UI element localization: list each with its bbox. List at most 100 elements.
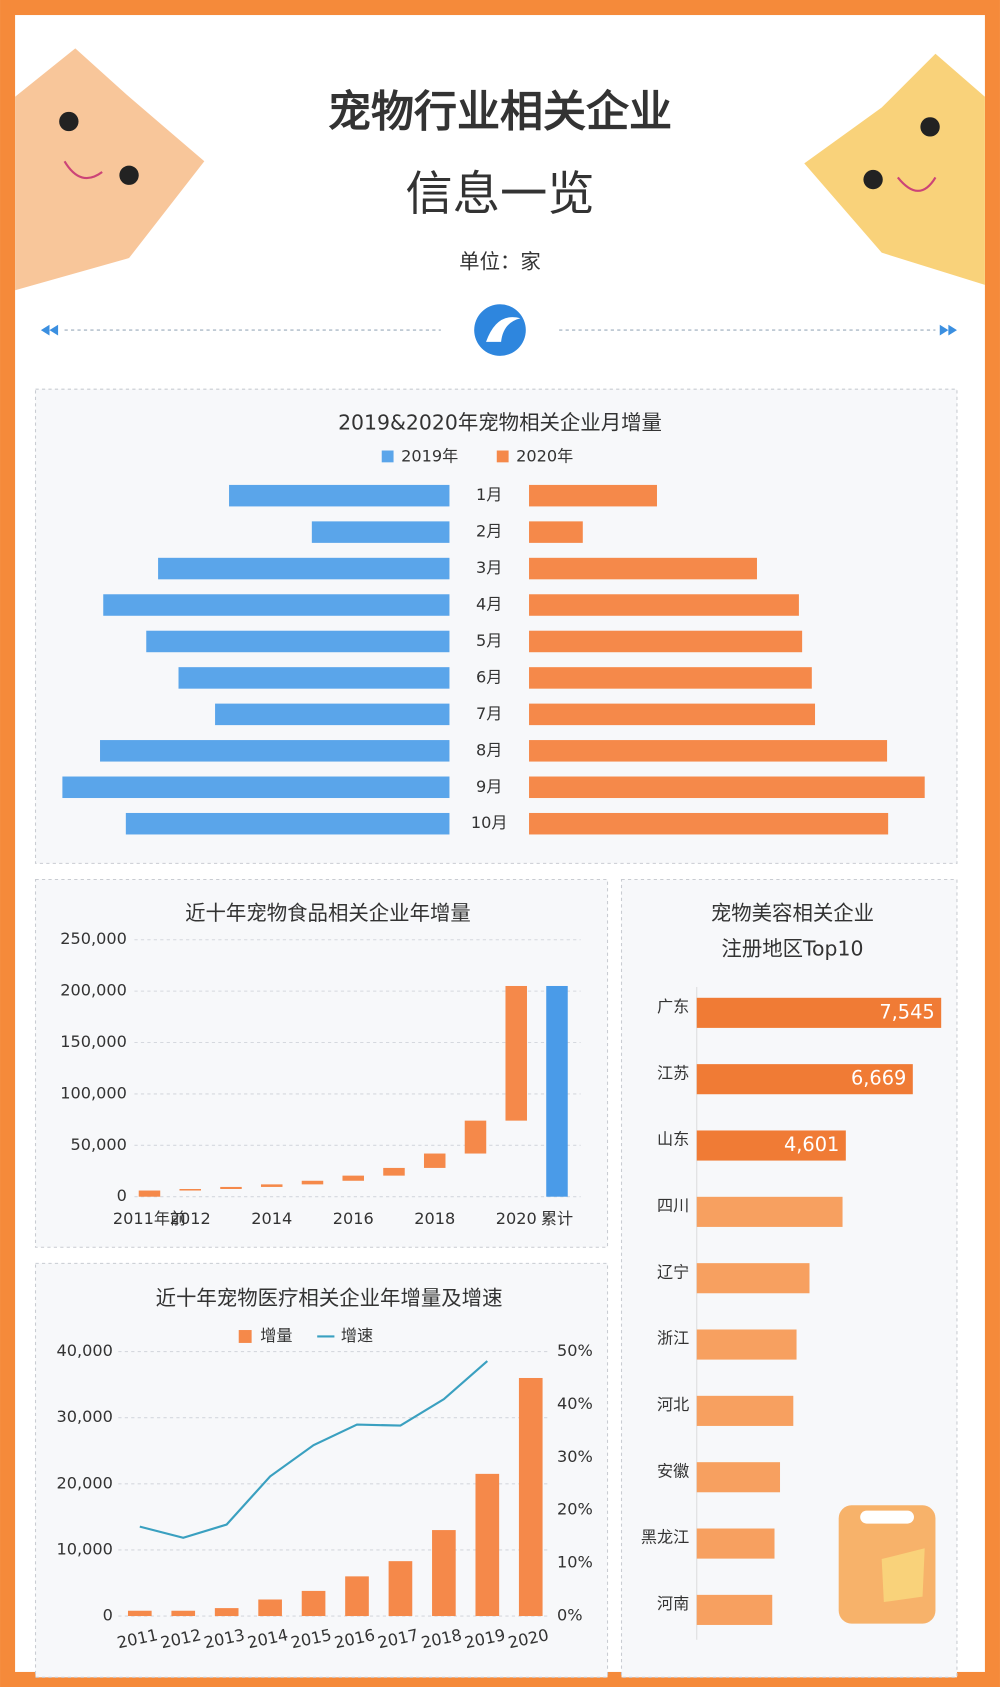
bar [388, 1561, 413, 1617]
bar [103, 594, 450, 616]
y2-tick-label: 40% [557, 1394, 593, 1413]
bar [529, 703, 816, 726]
bar [125, 812, 450, 835]
bar [696, 1263, 810, 1294]
bar [171, 1610, 196, 1617]
bar [696, 1594, 773, 1625]
bar [529, 812, 889, 835]
bar [529, 594, 799, 616]
bar [229, 484, 450, 507]
value-label: 4,601 [784, 1133, 839, 1156]
category-label: 9月 [476, 777, 502, 796]
value-label: 7,545 [879, 1000, 934, 1023]
x-tick-label: 2014 [251, 1209, 292, 1228]
bar [464, 1120, 487, 1154]
y-tick-label: 150,000 [60, 1032, 127, 1051]
bar [127, 1610, 152, 1617]
bar [529, 667, 812, 689]
chart-title: 近十年宠物医疗相关企业年增量及增速 [156, 1286, 503, 1310]
bar [529, 630, 803, 653]
category-label: 1月 [476, 485, 502, 504]
chart-title: 注册地区Top10 [721, 936, 863, 960]
bar [345, 1576, 369, 1617]
y-tick-label: 0 [103, 1606, 113, 1625]
x-tick-label: 2020 [496, 1209, 537, 1228]
bar [311, 521, 450, 543]
divider [40, 304, 957, 356]
x-tick-label: 2012 [170, 1209, 211, 1228]
category-label: 5月 [476, 631, 502, 650]
bar [260, 1184, 283, 1187]
y-tick-label: 30,000 [57, 1407, 113, 1426]
legend-swatch [238, 1330, 252, 1343]
bar [178, 667, 450, 689]
y2-tick-label: 10% [557, 1553, 593, 1572]
page-subtitle: 信息一览 [405, 167, 594, 222]
bar [301, 1180, 324, 1185]
legend-swatch [496, 450, 509, 463]
bar [342, 1175, 364, 1181]
bar [220, 1186, 242, 1189]
bar [529, 557, 757, 580]
y-tick-label: 200,000 [60, 981, 127, 1000]
y2-tick-label: 30% [557, 1447, 593, 1466]
bar [432, 1530, 456, 1617]
bar [696, 997, 942, 1028]
bar [475, 1473, 500, 1617]
bar [179, 1188, 201, 1191]
chart-title: 近十年宠物食品相关企业年增量 [185, 901, 471, 925]
category-label: 河北 [657, 1395, 689, 1414]
bar [505, 985, 527, 1121]
bar [301, 1590, 326, 1617]
x-tick-label: 2011年前 [113, 1209, 186, 1228]
y-tick-label: 0 [117, 1186, 127, 1205]
bar [696, 1395, 794, 1426]
y-tick-label: 40,000 [57, 1341, 113, 1360]
unit-label: 单位：家 [459, 249, 541, 273]
total-bar [546, 985, 568, 1197]
category-label: 2月 [476, 522, 502, 541]
y-tick-label: 20,000 [57, 1473, 113, 1492]
y2-tick-label: 20% [557, 1500, 593, 1519]
category-label: 10月 [471, 813, 508, 832]
category-label: 6月 [476, 667, 502, 686]
y-tick-label: 10,000 [57, 1539, 113, 1558]
legend-label: 增速 [341, 1326, 373, 1345]
category-label: 四川 [657, 1196, 689, 1215]
category-label: 7月 [476, 704, 502, 723]
bar [696, 1064, 913, 1095]
bar [529, 740, 888, 762]
bar [146, 630, 450, 653]
bar [258, 1599, 282, 1617]
legend-swatch [381, 450, 394, 463]
chart-title: 宠物美容相关企业 [711, 901, 874, 925]
bag-decoration [838, 1505, 936, 1624]
bar [518, 1377, 543, 1617]
category-label: 江苏 [657, 1063, 689, 1082]
category-label: 4月 [476, 595, 502, 614]
bar [696, 1329, 797, 1360]
x-tick-label: 累计 [541, 1209, 573, 1228]
category-label: 辽宁 [657, 1262, 689, 1281]
cat-decoration-left [15, 48, 205, 291]
legend-label: 增量 [260, 1326, 292, 1345]
y2-tick-label: 0% [557, 1606, 583, 1625]
y2-tick-label: 50% [557, 1341, 593, 1360]
value-label: 6,669 [851, 1067, 906, 1090]
line [139, 1360, 489, 1539]
category-label: 山东 [657, 1130, 689, 1149]
category-label: 河南 [657, 1594, 689, 1613]
bar [423, 1153, 446, 1168]
y-tick-label: 250,000 [60, 929, 127, 948]
bar [696, 1196, 843, 1227]
bar [158, 557, 450, 580]
category-label: 黑龙江 [641, 1528, 689, 1547]
bar [138, 1190, 161, 1197]
page-title: 宠物行业相关企业 [328, 88, 672, 138]
bar [100, 740, 450, 762]
legend-label: 2019年 [401, 446, 458, 465]
bar [529, 484, 657, 507]
x-tick-label: 2016 [333, 1209, 374, 1228]
bar [529, 776, 925, 799]
category-label: 8月 [476, 740, 502, 759]
